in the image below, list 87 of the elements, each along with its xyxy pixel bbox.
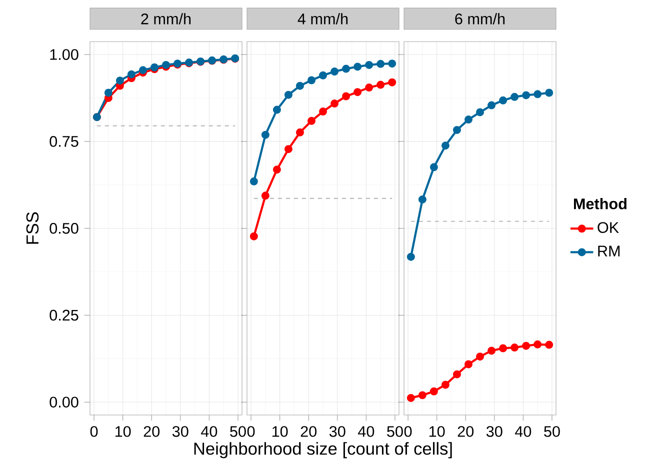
point (284, 90, 292, 99)
point (452, 370, 461, 378)
y-axis-title: FSS (26, 212, 39, 244)
x-tick-label: 0 (404, 426, 412, 437)
x-axis-title: Neighborhood size [count of cells] (194, 442, 452, 458)
point (464, 360, 472, 368)
point (522, 342, 530, 350)
point (476, 352, 484, 361)
point (342, 64, 350, 73)
x-tick-label: 40 (515, 426, 532, 437)
x-tick-label: 10 (115, 426, 131, 437)
x-tick-label: 30 (329, 426, 346, 437)
y-tick-label: 0.25 (50, 310, 78, 321)
point (534, 90, 542, 98)
point (250, 232, 258, 240)
point (127, 70, 136, 78)
point (104, 88, 112, 97)
x-tick-label: 20 (144, 426, 160, 437)
point (354, 62, 362, 71)
point (418, 195, 426, 204)
x-tick-label: 40 (358, 426, 374, 437)
point (545, 340, 554, 349)
point (510, 92, 519, 101)
point (441, 380, 450, 389)
point (330, 68, 339, 76)
point (499, 96, 508, 104)
chart-title: 2 mm/h (141, 13, 191, 24)
x-tick-label: 50 (230, 426, 246, 437)
point (138, 66, 147, 74)
legend-label: RM (598, 246, 620, 256)
point (261, 130, 270, 139)
point (476, 108, 484, 116)
point (499, 344, 508, 352)
point (365, 60, 374, 69)
point (534, 340, 542, 348)
point (545, 88, 554, 97)
legend-label: OK (598, 222, 619, 233)
point (354, 88, 362, 96)
point (418, 391, 426, 400)
x-tick-label: 50 (387, 426, 403, 437)
x-tick-label: 30 (486, 426, 502, 437)
point (261, 192, 270, 200)
point (307, 76, 316, 84)
y-tick-label: 0.00 (50, 396, 78, 408)
x-tick-label: 30 (172, 426, 188, 437)
point (406, 394, 415, 402)
x-tick-label: 0 (90, 426, 98, 437)
y-tick-label: 0.75 (50, 136, 78, 147)
point (284, 145, 292, 154)
legend-title: Method (574, 198, 626, 210)
point (250, 177, 258, 186)
point (406, 252, 415, 261)
point (488, 101, 496, 110)
x-tick-label: 20 (458, 426, 474, 437)
point (388, 60, 396, 68)
x-tick-label: 10 (429, 426, 445, 437)
x-tick-label: 0 (247, 426, 255, 437)
point (330, 100, 339, 108)
point (365, 84, 374, 92)
point (272, 106, 281, 114)
point (272, 166, 281, 174)
point (388, 78, 396, 86)
x-tick-label: 50 (544, 426, 560, 437)
point (452, 126, 461, 134)
point (376, 60, 385, 68)
point (441, 142, 450, 150)
y-tick-label: 1.00 (50, 49, 78, 60)
point (430, 163, 438, 172)
point (376, 80, 385, 89)
point (430, 387, 438, 396)
point (116, 76, 124, 85)
point (510, 344, 519, 352)
y-tick-label: 0.50 (50, 222, 78, 234)
x-tick-label: 20 (300, 426, 317, 437)
point (319, 71, 328, 80)
x-tick-label: 10 (272, 426, 288, 437)
point (464, 116, 472, 124)
point (522, 91, 530, 100)
point (296, 82, 304, 90)
point (319, 108, 328, 116)
point (307, 116, 316, 125)
chart-title: 4 mm/h (298, 13, 348, 24)
point (488, 346, 496, 355)
point (296, 128, 304, 136)
x-tick-label: 40 (201, 426, 218, 437)
chart-title: 6 mm/h (455, 13, 505, 24)
point (342, 92, 350, 100)
